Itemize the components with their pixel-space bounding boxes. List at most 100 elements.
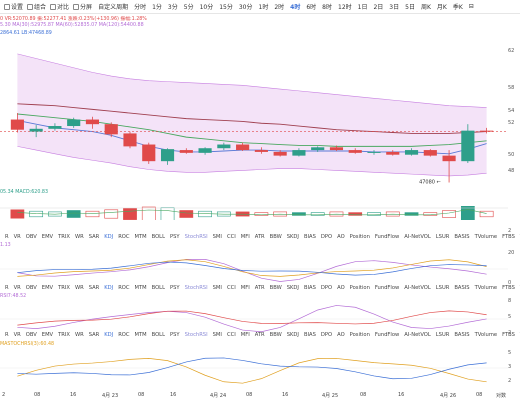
indicator-tab-stochrsi[interactable]: StochRSI	[184, 332, 208, 338]
indicator-tab-tvolume[interactable]: TVolume	[474, 332, 498, 338]
indicator-tab-ao[interactable]: AO	[337, 332, 345, 338]
timeframe-8[interactable]: 2时	[274, 4, 285, 11]
indicator-tab-ftbs[interactable]: FTBS	[502, 234, 515, 240]
indicator-tab-r[interactable]: R	[5, 332, 9, 338]
indicator-tab-ftbs[interactable]: FTBS	[502, 332, 515, 338]
indicator-tab-atr[interactable]: ATR	[254, 234, 265, 240]
indicator-tab-smi[interactable]: SMI	[212, 332, 222, 338]
indicator-tab-ftbs[interactable]: FTBS	[502, 285, 515, 291]
timeframe-7[interactable]: 1时	[258, 4, 269, 11]
indicator-tab-obv[interactable]: OBV	[25, 285, 37, 291]
indicator-tab-atr[interactable]: ATR	[254, 285, 265, 291]
indicator-tab-smi[interactable]: SMI	[212, 285, 222, 291]
timeframe-14[interactable]: 2日	[373, 4, 384, 11]
volume-chart[interactable]	[0, 196, 508, 220]
indicator-tab-kdj[interactable]: KDJ	[104, 234, 114, 240]
indicator-tab-fundflow[interactable]: FundFlow	[374, 285, 400, 291]
indicator-tab-roc[interactable]: ROC	[118, 234, 130, 240]
indicator-tab-dpo[interactable]: DPO	[320, 285, 333, 291]
indicator-tab-boll[interactable]: BOLL	[151, 332, 165, 338]
indicator-tab-vr[interactable]: VR	[13, 285, 21, 291]
indicator-tab-smi[interactable]: SMI	[212, 234, 222, 240]
indicator-tab-ai-netvol[interactable]: AI-NetVOL	[404, 332, 431, 338]
indicator-tab-lsur[interactable]: LSUR	[435, 332, 450, 338]
indicator-tab-dpo[interactable]: DPO	[320, 332, 333, 338]
more-icon[interactable]: ⊟	[468, 3, 474, 10]
indicator-tab-position[interactable]: Position	[349, 285, 370, 291]
indicator-tab-psy[interactable]: PSY	[169, 234, 180, 240]
indicator1-chart[interactable]	[0, 249, 508, 289]
indicator-tab-vr[interactable]: VR	[13, 234, 21, 240]
timeframe-17[interactable]: 周K	[420, 4, 431, 11]
timeframe-3[interactable]: 5分	[183, 4, 194, 11]
indicator-tab-cci[interactable]: CCI	[226, 285, 236, 291]
indicator-tab-stochrsi[interactable]: StochRSI	[184, 285, 208, 291]
timeframe-19[interactable]: 季K	[452, 4, 463, 11]
indicator-tab-obv[interactable]: OBV	[25, 234, 37, 240]
indicator-tab-stochrsi[interactable]: StochRSI	[184, 234, 208, 240]
indicator-tab-vr[interactable]: VR	[13, 332, 21, 338]
timeframe-13[interactable]: 1日	[357, 4, 368, 11]
indicator-tab-atr[interactable]: ATR	[254, 332, 265, 338]
indicator-tab-basis[interactable]: BASIS	[454, 234, 470, 240]
indicator-tab-wr[interactable]: WR	[74, 332, 84, 338]
indicator-tab-ai-netvol[interactable]: AI-NetVOL	[404, 234, 431, 240]
indicator-tab-cci[interactable]: CCI	[226, 234, 236, 240]
indicator2-chart[interactable]	[0, 299, 508, 339]
indicator-tab-roc[interactable]: ROC	[118, 285, 130, 291]
indicator-tab-cci[interactable]: CCI	[226, 332, 236, 338]
indicator-tab-basis[interactable]: BASIS	[454, 332, 470, 338]
indicator-tab-obv[interactable]: OBV	[25, 332, 37, 338]
candlestick-chart[interactable]: 47080 ←	[0, 40, 508, 188]
indicator-tab-mfi[interactable]: MFI	[240, 285, 250, 291]
indicator-tab-mfi[interactable]: MFI	[240, 234, 250, 240]
indicator-tab-trix[interactable]: TRIX	[58, 234, 70, 240]
timeframe-10[interactable]: 6时	[306, 4, 317, 11]
indicator-tab-ao[interactable]: AO	[337, 234, 345, 240]
indicator-tab-tvolume[interactable]: TVolume	[474, 285, 498, 291]
indicator-tab-psy[interactable]: PSY	[169, 332, 180, 338]
indicator-tab-mfi[interactable]: MFI	[240, 332, 250, 338]
indicator-tab-bias[interactable]: BIAS	[303, 332, 316, 338]
indicator-tab-lsur[interactable]: LSUR	[435, 285, 450, 291]
indicator-tab-emv[interactable]: EMV	[41, 332, 54, 338]
indicator-tab-fundflow[interactable]: FundFlow	[374, 332, 400, 338]
indicator-tab-emv[interactable]: EMV	[41, 285, 54, 291]
indicator-tab-lsur[interactable]: LSUR	[435, 234, 450, 240]
timeframe-1[interactable]: 1分	[152, 4, 162, 11]
indicator-tab-sar[interactable]: SAR	[88, 285, 100, 291]
timeframe-6[interactable]: 30分	[238, 4, 253, 11]
toolbar-settings[interactable]: 设置	[4, 2, 23, 11]
timeframe-16[interactable]: 5日	[405, 4, 415, 11]
timeframe-11[interactable]: 8时	[322, 4, 332, 11]
indicator-tab-mtm[interactable]: MTM	[134, 285, 147, 291]
timeframe-2[interactable]: 3分	[167, 4, 178, 11]
indicator-tab-emv[interactable]: EMV	[41, 234, 54, 240]
toolbar-split[interactable]: 分屏	[73, 2, 92, 11]
timeframe-18[interactable]: 月K	[436, 4, 447, 11]
indicator-tab-mtm[interactable]: MTM	[134, 234, 147, 240]
indicator-tab-bbw[interactable]: BBW	[269, 234, 282, 240]
indicator-tab-skdj[interactable]: SKDJ	[286, 234, 299, 240]
indicator-tab-tvolume[interactable]: TVolume	[474, 234, 498, 240]
indicator-tab-dpo[interactable]: DPO	[320, 234, 333, 240]
timeframe-9[interactable]: 4时	[290, 4, 301, 11]
indicator-tab-wr[interactable]: WR	[74, 285, 84, 291]
toolbar-group[interactable]: 组合	[27, 2, 46, 11]
timeframe-5[interactable]: 15分	[219, 4, 233, 11]
timeframe-4[interactable]: 10分	[199, 4, 214, 11]
indicator-tab-basis[interactable]: BASIS	[454, 285, 470, 291]
timeframe-0[interactable]: 分时	[134, 4, 147, 11]
indicator-tab-bbw[interactable]: BBW	[269, 285, 282, 291]
indicator-tab-position[interactable]: Position	[349, 234, 370, 240]
indicator-tab-boll[interactable]: BOLL	[151, 285, 165, 291]
indicator-tab-bias[interactable]: BIAS	[303, 285, 316, 291]
indicator-tab-position[interactable]: Position	[349, 332, 370, 338]
indicator-tab-bbw[interactable]: BBW	[269, 332, 282, 338]
indicator-tab-boll[interactable]: BOLL	[151, 234, 165, 240]
indicator3-chart[interactable]	[0, 348, 508, 388]
indicator-tab-bias[interactable]: BIAS	[303, 234, 316, 240]
indicator-tab-mtm[interactable]: MTM	[134, 332, 147, 338]
indicator-tab-trix[interactable]: TRIX	[58, 285, 70, 291]
indicator-tab-psy[interactable]: PSY	[169, 285, 180, 291]
